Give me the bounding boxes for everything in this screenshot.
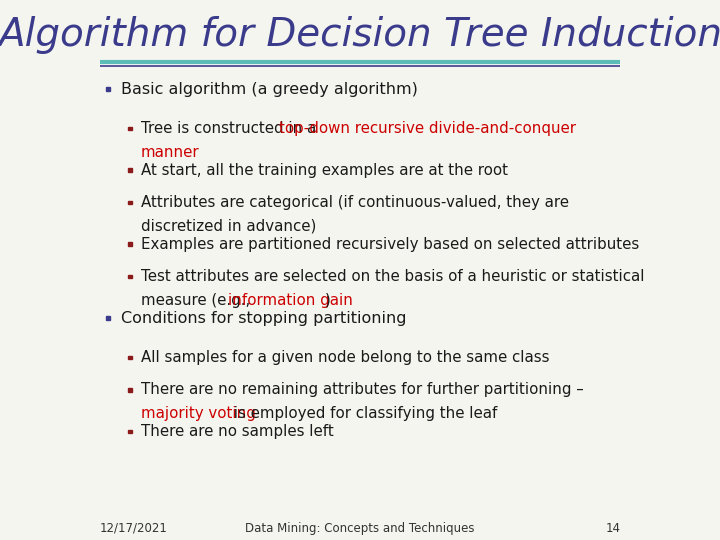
Text: Algorithm for Decision Tree Induction: Algorithm for Decision Tree Induction (0, 16, 720, 54)
Text: Basic algorithm (a greedy algorithm): Basic algorithm (a greedy algorithm) (121, 82, 418, 97)
Text: Conditions for stopping partitioning: Conditions for stopping partitioning (121, 310, 406, 326)
Text: Attributes are categorical (if continuous-valued, they are: Attributes are categorical (if continuou… (140, 195, 569, 210)
Text: measure (e.g.,: measure (e.g., (140, 293, 255, 308)
Text: information gain: information gain (228, 293, 354, 308)
Bar (128, 275, 132, 278)
Text: top-down recursive divide-and-conquer: top-down recursive divide-and-conquer (279, 121, 576, 136)
Bar (106, 316, 110, 320)
Text: Data Mining: Concepts and Techniques: Data Mining: Concepts and Techniques (246, 522, 474, 535)
Text: is employed for classifying the leaf: is employed for classifying the leaf (229, 406, 498, 421)
Text: There are no samples left: There are no samples left (140, 424, 333, 439)
Text: 14: 14 (606, 522, 621, 535)
Text: discretized in advance): discretized in advance) (140, 219, 316, 234)
Bar (128, 356, 132, 359)
Text: There are no remaining attributes for further partitioning –: There are no remaining attributes for fu… (140, 382, 583, 397)
Bar (128, 242, 132, 246)
Bar (128, 127, 132, 130)
Text: manner: manner (140, 145, 199, 160)
Bar (128, 201, 132, 204)
Text: 12/17/2021: 12/17/2021 (99, 522, 168, 535)
Bar (128, 388, 132, 392)
Bar (128, 168, 132, 172)
Bar (128, 430, 132, 433)
Text: All samples for a given node belong to the same class: All samples for a given node belong to t… (140, 350, 549, 365)
Text: Tree is constructed in a: Tree is constructed in a (140, 121, 320, 136)
Text: At start, all the training examples are at the root: At start, all the training examples are … (140, 163, 508, 178)
Text: Examples are partitioned recursively based on selected attributes: Examples are partitioned recursively bas… (140, 237, 639, 252)
Text: ): ) (325, 293, 330, 308)
Text: Test attributes are selected on the basis of a heuristic or statistical: Test attributes are selected on the basi… (140, 269, 644, 284)
Text: majority voting: majority voting (140, 406, 256, 421)
Bar (106, 87, 110, 91)
